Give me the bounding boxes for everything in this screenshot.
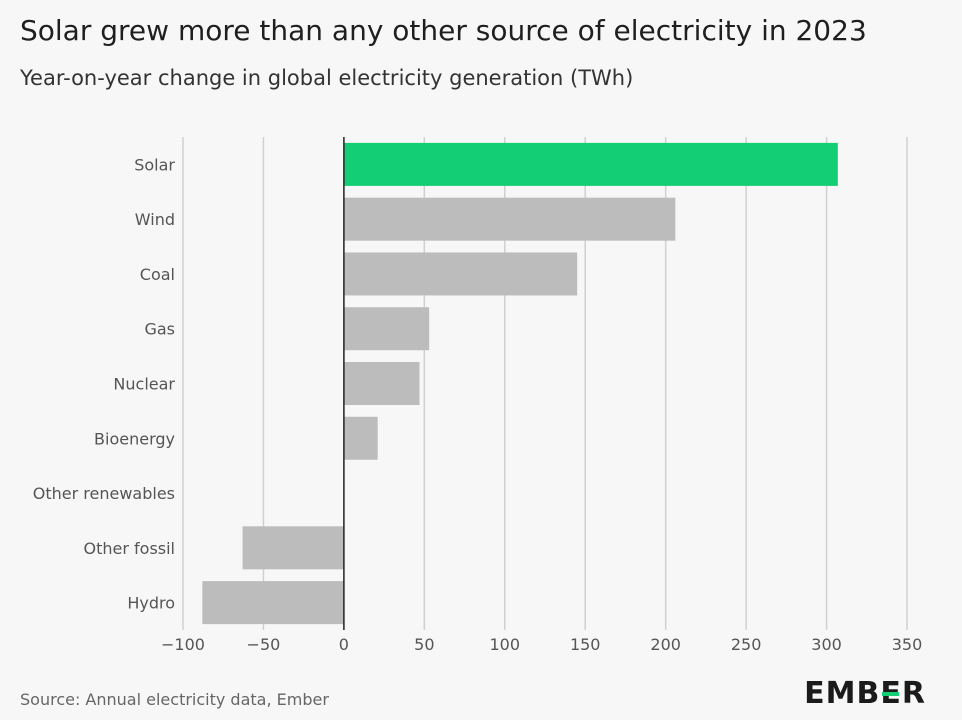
category-label: Solar [134, 155, 175, 174]
x-tick-label: 50 [414, 635, 434, 654]
bar-solar [343, 142, 838, 186]
x-tick-label: 0 [339, 635, 349, 654]
bar-hydro [202, 581, 344, 625]
category-label: Bioenergy [94, 429, 175, 448]
bar-bioenergy [343, 416, 378, 460]
ember-logo: EMBER [804, 676, 926, 711]
x-tick-label: 100 [490, 635, 521, 654]
bar-gas [343, 307, 430, 351]
category-label: Other fossil [84, 539, 176, 558]
chart-subtitle: Year-on-year change in global electricit… [20, 66, 634, 90]
bar-coal [343, 252, 578, 296]
x-tick-label: 350 [892, 635, 923, 654]
chart-title: Solar grew more than any other source of… [20, 14, 867, 47]
source-note: Source: Annual electricity data, Ember [20, 690, 329, 709]
bar-other-fossil [242, 526, 344, 570]
bar-wind [343, 197, 676, 241]
category-label: Gas [144, 320, 175, 339]
x-tick-label: −100 [161, 635, 205, 654]
x-tick-label: 200 [650, 635, 681, 654]
x-tick-label: 150 [570, 635, 601, 654]
category-label: Hydro [127, 594, 175, 613]
bar-nuclear [343, 362, 420, 405]
category-label: Other renewables [33, 484, 175, 503]
x-tick-label: −50 [247, 635, 281, 654]
x-tick-label: 300 [811, 635, 842, 654]
category-label: Coal [140, 265, 175, 284]
category-label: Wind [135, 210, 175, 229]
x-tick-label: 250 [731, 635, 762, 654]
category-label: Nuclear [113, 375, 175, 394]
